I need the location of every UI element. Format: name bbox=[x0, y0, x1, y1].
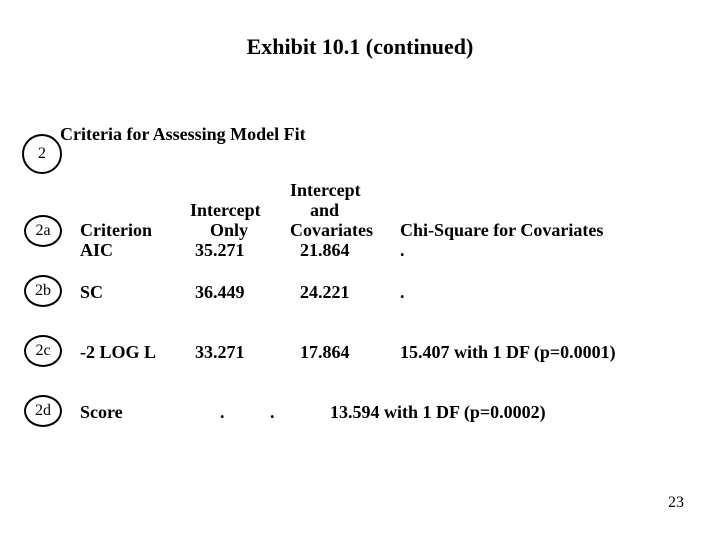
col-header-intercept-cov-line3: Covariates bbox=[290, 220, 373, 241]
cell-score-criterion: Score bbox=[80, 402, 123, 423]
cell-sc-criterion: SC bbox=[80, 282, 103, 303]
cell-sc-chisq: . bbox=[400, 282, 405, 303]
col-header-intercept-only-line1: Intercept bbox=[190, 200, 261, 221]
callout-badge-2: 2 bbox=[22, 134, 62, 174]
cell-logl-cov: 17.864 bbox=[300, 342, 350, 363]
col-header-intercept-cov-line1: Intercept bbox=[290, 180, 361, 201]
callout-badge-2a: 2a bbox=[24, 215, 62, 247]
col-header-intercept-only-line2: Only bbox=[210, 220, 248, 241]
cell-score-chisq: 13.594 with 1 DF (p=0.0002) bbox=[330, 402, 546, 423]
cell-aic-cov: 21.864 bbox=[300, 240, 350, 261]
section-heading: Criteria for Assessing Model Fit bbox=[60, 124, 306, 145]
cell-aic-chisq: . bbox=[400, 240, 405, 261]
page-number: 23 bbox=[668, 494, 684, 512]
col-header-chisq: Chi-Square for Covariates bbox=[400, 220, 603, 241]
cell-logl-criterion: -2 LOG L bbox=[80, 342, 156, 363]
cell-score-only: . bbox=[220, 402, 225, 423]
cell-logl-chisq: 15.407 with 1 DF (p=0.0001) bbox=[400, 342, 616, 363]
cell-score-cov: . bbox=[270, 402, 275, 423]
callout-badge-2c: 2c bbox=[24, 335, 62, 367]
callout-badge-2d: 2d bbox=[24, 395, 62, 427]
callout-badge-2b: 2b bbox=[24, 275, 62, 307]
cell-sc-cov: 24.221 bbox=[300, 282, 350, 303]
col-header-criterion: Criterion bbox=[80, 220, 152, 241]
cell-aic-only: 35.271 bbox=[195, 240, 245, 261]
cell-sc-only: 36.449 bbox=[195, 282, 245, 303]
cell-logl-only: 33.271 bbox=[195, 342, 245, 363]
col-header-intercept-cov-line2: and bbox=[310, 200, 339, 221]
cell-aic-criterion: AIC bbox=[80, 240, 113, 261]
exhibit-title: Exhibit 10.1 (continued) bbox=[0, 34, 720, 60]
